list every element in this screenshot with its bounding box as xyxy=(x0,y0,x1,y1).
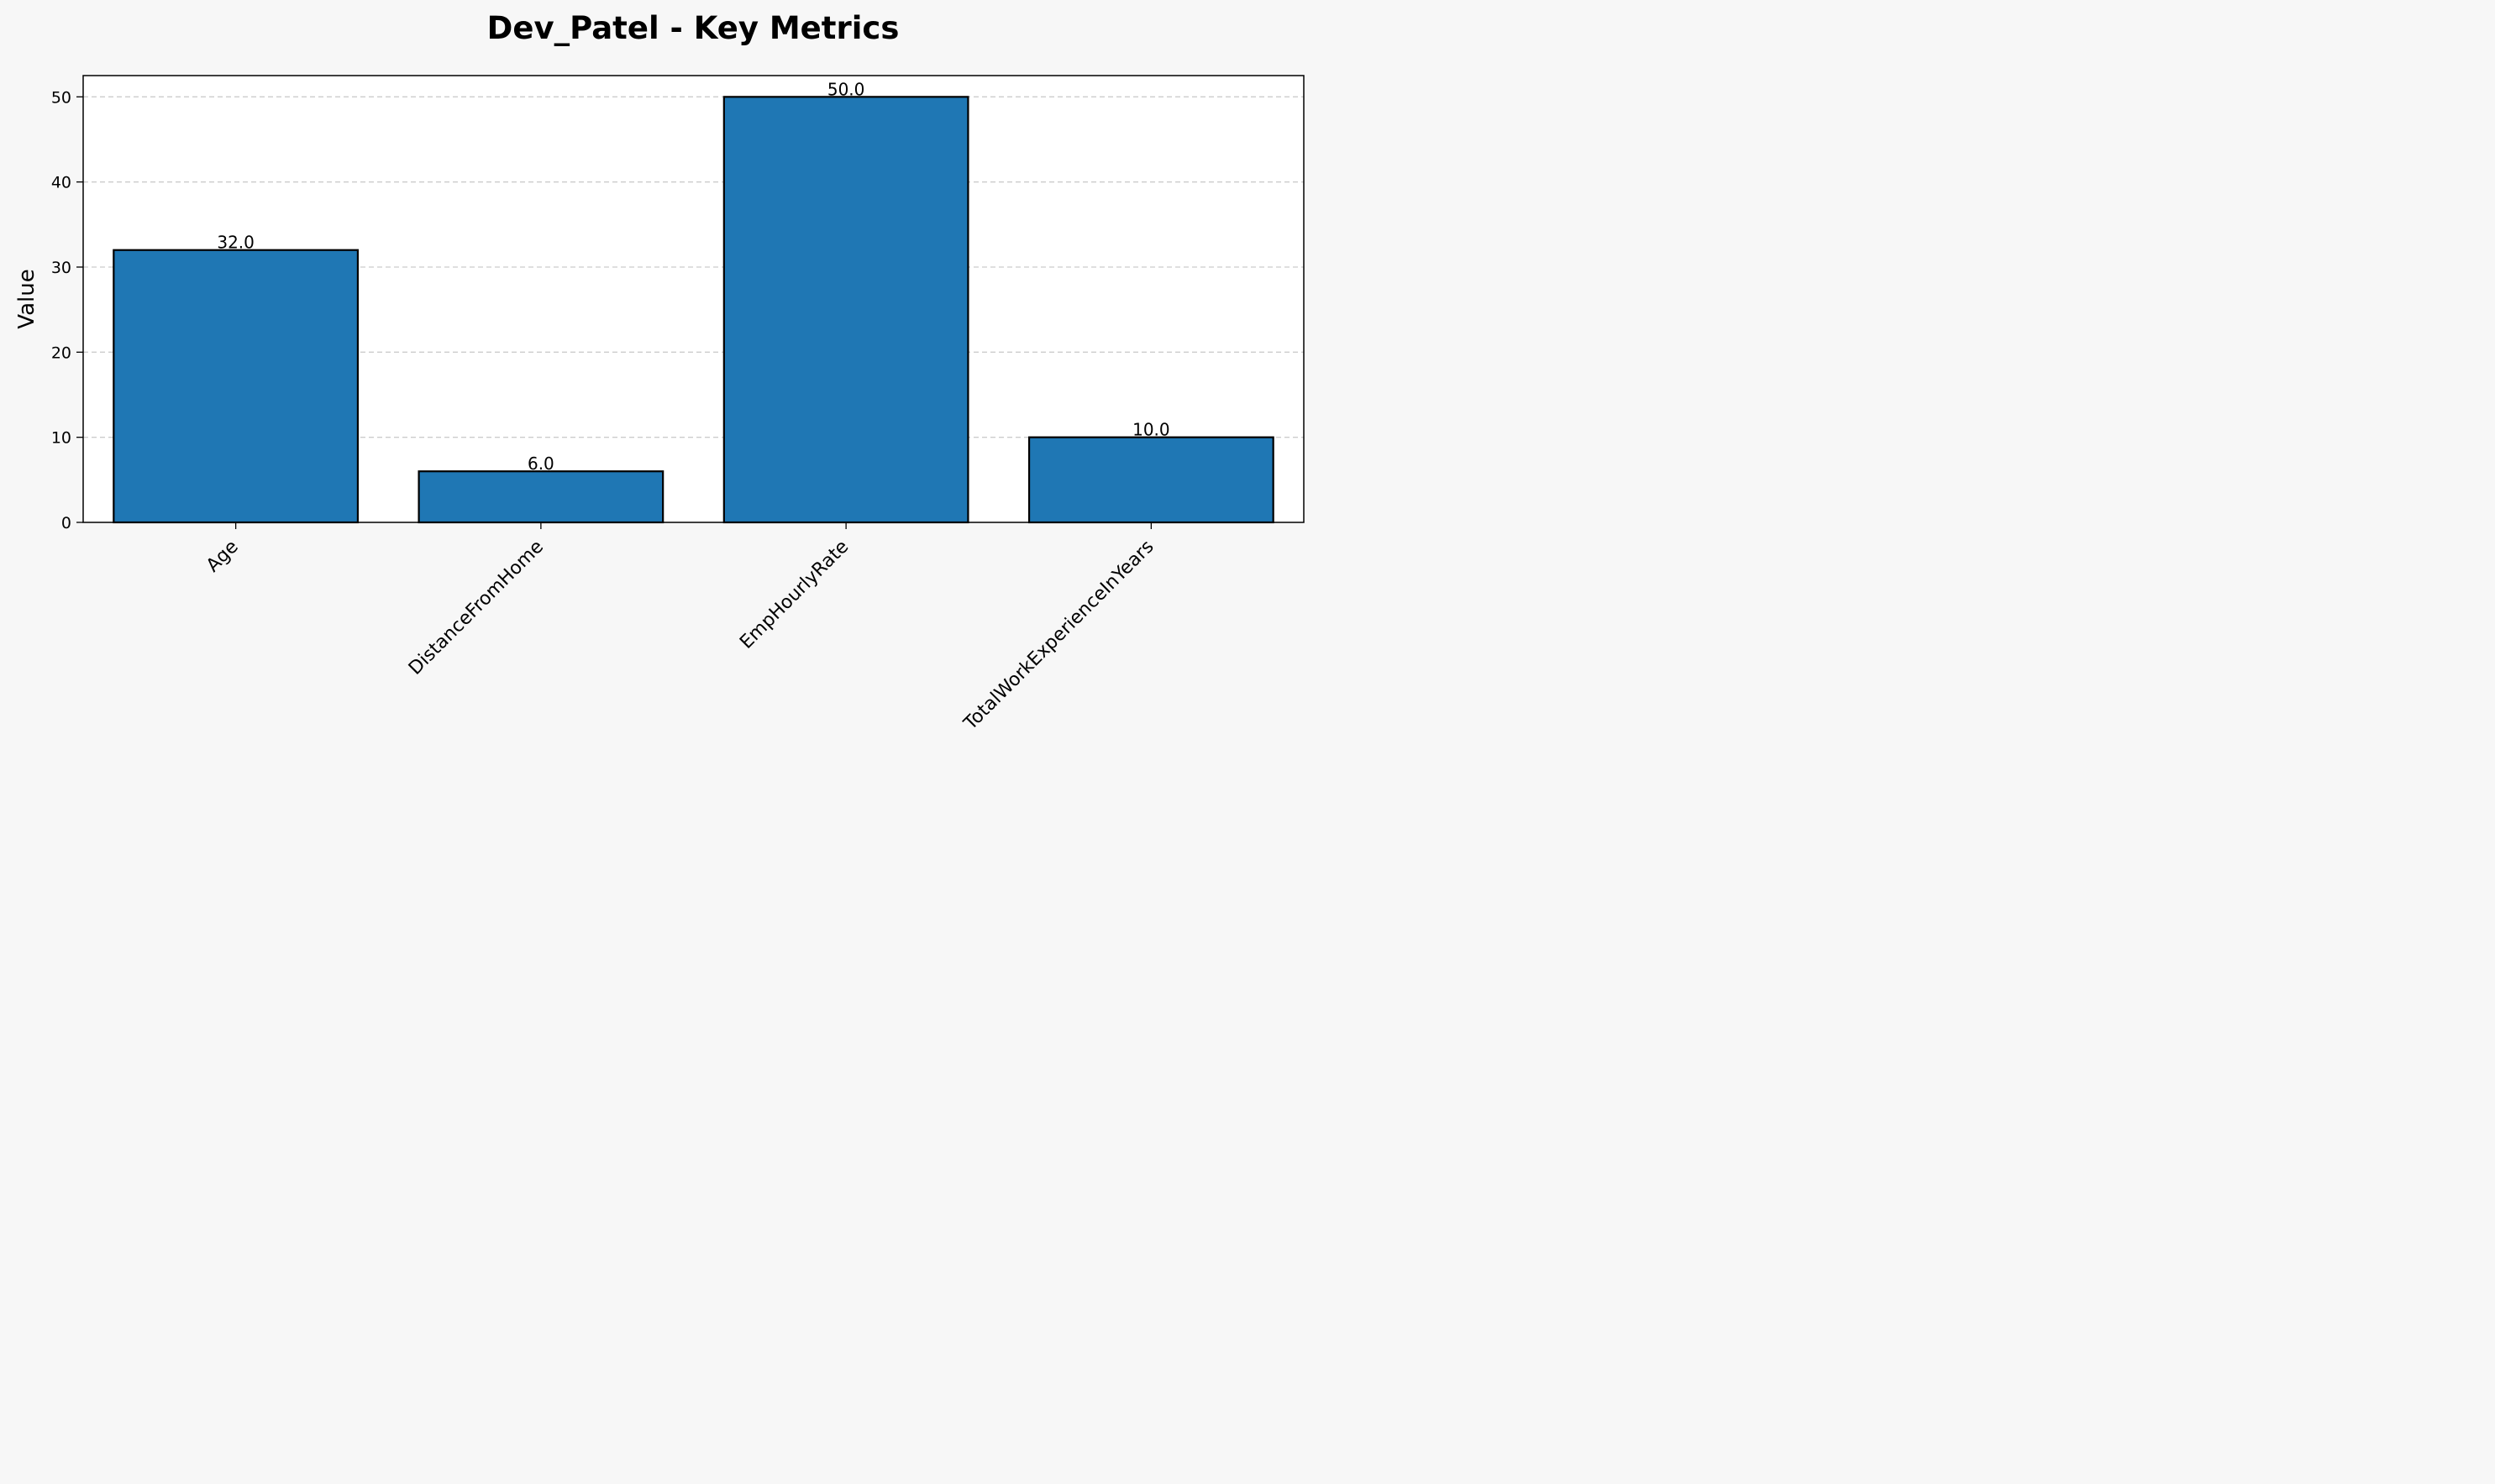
plot-frame xyxy=(82,75,1305,523)
x-tick-label: Age xyxy=(202,537,243,577)
y-tick-label: 0 xyxy=(61,514,71,532)
data-label: 6.0 xyxy=(528,454,554,474)
bar-Age xyxy=(113,249,360,524)
chart-container: 32.0 6.0 50.0 10.0 0 10 20 30 40 50 Age DistanceF… xyxy=(0,0,1317,784)
y-tick-label: 40 xyxy=(51,174,71,192)
x-axis-ticks: Age DistanceFromHome EmpHourlyRate TotalWor… xyxy=(202,522,1158,735)
data-label: 32.0 xyxy=(217,233,255,253)
x-tick-label: TotalWorkExperienceInYears xyxy=(959,537,1158,735)
x-tick-label: DistanceFromHome xyxy=(405,537,548,679)
y-tick-label: 20 xyxy=(51,343,71,362)
bar-chart: 32.0 6.0 50.0 10.0 0 10 20 30 40 50 Age DistanceF… xyxy=(14,10,1305,735)
bar-DistanceFromHome xyxy=(418,470,664,524)
bars xyxy=(113,96,1274,524)
data-label: 10.0 xyxy=(1132,420,1170,440)
data-labels: 32.0 6.0 50.0 10.0 xyxy=(217,79,1169,474)
bar-TotalWorkExperienceInYears xyxy=(1027,436,1274,524)
y-tick-label: 10 xyxy=(51,429,71,448)
x-tick-label: EmpHourlyRate xyxy=(736,537,853,653)
y-tick-label: 50 xyxy=(51,88,71,107)
chart-title: Dev_Patel - Key Metrics xyxy=(487,10,900,46)
bar-EmpHourlyRate xyxy=(722,96,969,524)
data-label: 50.0 xyxy=(827,79,865,99)
y-tick-label: 30 xyxy=(51,259,71,277)
y-axis-label: Value xyxy=(14,269,39,328)
y-axis-ticks: 0 10 20 30 40 50 xyxy=(51,88,83,532)
